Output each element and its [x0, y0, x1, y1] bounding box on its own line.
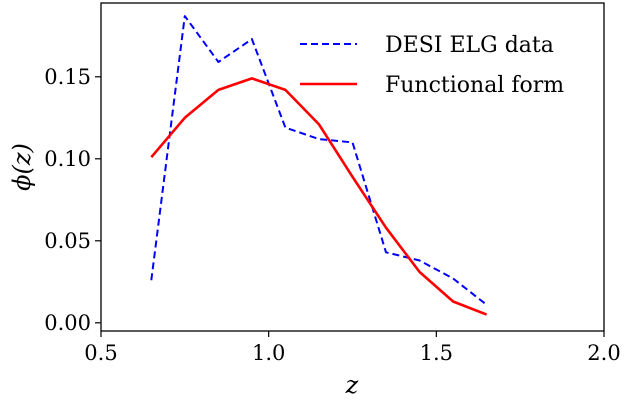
x-axis: 0.5 1.0 1.5 2.0	[84, 331, 621, 365]
plot-area	[100, 2, 605, 332]
legend-label-functional: Functional form	[385, 73, 564, 98]
legend: DESI ELG data Functional form	[300, 33, 564, 98]
series-layer	[150, 15, 488, 316]
y-axis: 0.00 0.05 0.10 0.15	[44, 65, 101, 335]
x-tick-label: 0.5	[84, 341, 117, 365]
y-tick-label: 0.15	[44, 65, 91, 89]
y-axis-label: ϕ(z)	[8, 143, 36, 191]
series-line-functional-form	[150, 77, 488, 316]
x-tick-label: 2.0	[587, 341, 620, 365]
legend-label-desi: DESI ELG data	[385, 33, 554, 58]
y-tick-label: 0.00	[44, 311, 91, 335]
x-tick-label: 1.5	[420, 341, 453, 365]
x-tick-label: 1.0	[252, 341, 285, 365]
x-axis-label: z	[345, 371, 359, 399]
y-tick-label: 0.10	[44, 147, 91, 171]
y-tick-label: 0.05	[44, 229, 91, 253]
